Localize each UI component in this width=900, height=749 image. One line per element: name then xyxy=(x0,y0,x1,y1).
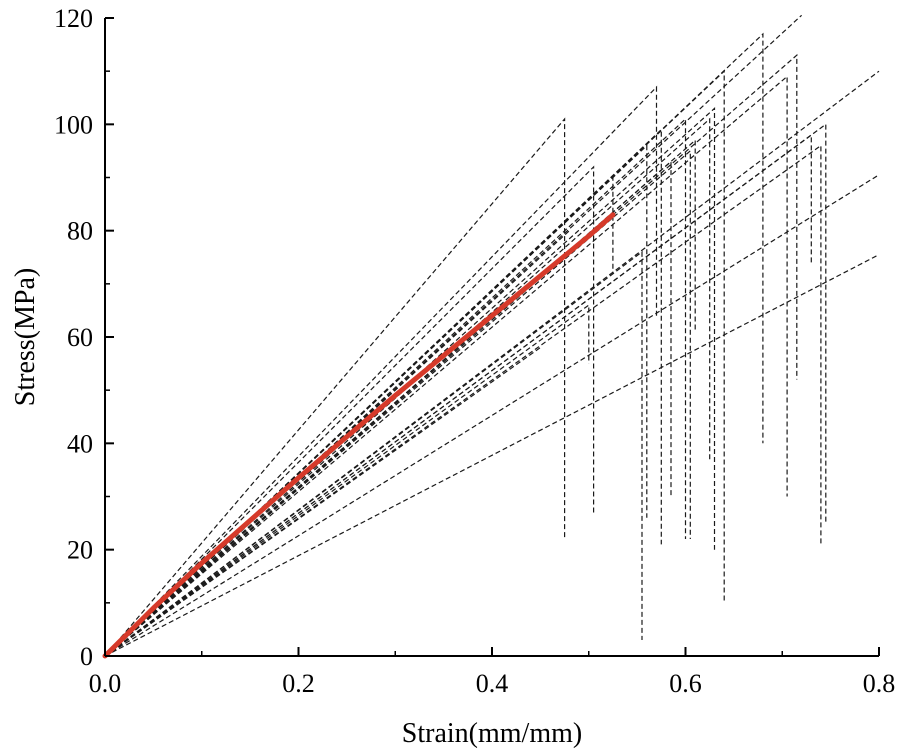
specimen-curve-2 xyxy=(104,165,595,657)
specimen-curve-6 xyxy=(104,128,662,657)
specimen-curve-23 xyxy=(104,70,880,657)
specimen-curve-16 xyxy=(104,75,788,657)
x-axis-title: Strain(mm/mm) xyxy=(402,718,582,749)
y-tick-label: 80 xyxy=(67,217,93,246)
specimen-curve-13 xyxy=(104,107,716,657)
specimen-curve-5 xyxy=(104,85,658,657)
specimen-curve-26 xyxy=(104,303,590,657)
y-axis-title: Stress(MPa) xyxy=(10,268,41,406)
specimen-curve-12 xyxy=(104,117,711,657)
y-tick-label: 100 xyxy=(54,110,93,139)
specimen-curve-27 xyxy=(104,347,541,657)
y-tick-label: 60 xyxy=(67,323,93,352)
axes xyxy=(104,17,880,657)
specimen-curve-25 xyxy=(104,254,880,657)
y-tick-label: 120 xyxy=(54,4,93,33)
x-tick-label: 0.4 xyxy=(476,669,509,698)
specimen-curve-18 xyxy=(104,14,803,657)
x-tick-label: 0.2 xyxy=(282,669,315,698)
specimen-curve-10 xyxy=(104,149,691,657)
y-tick-label: 20 xyxy=(67,536,93,565)
specimen-curve-19 xyxy=(104,144,822,657)
specimen-curve-1 xyxy=(104,117,566,657)
specimen-curve-17 xyxy=(104,53,798,657)
specimen-curve-21 xyxy=(104,133,812,657)
x-tick-label: 0.0 xyxy=(89,669,122,698)
highlight-curve xyxy=(102,212,616,659)
y-tick-label: 40 xyxy=(67,429,93,458)
tick-labels: 0.0 0.2 0.4 0.6 0.8 0 20 40 60 80 100 120 xyxy=(54,4,895,698)
y-tick-label: 0 xyxy=(80,642,93,671)
specimen-curve-15 xyxy=(104,32,764,657)
specimen-curves xyxy=(104,14,880,657)
specimen-curve-24 xyxy=(104,174,880,657)
highlight-curve-group xyxy=(102,212,616,659)
x-tick-label: 0.6 xyxy=(669,669,702,698)
x-tick-label: 0.8 xyxy=(863,669,896,698)
